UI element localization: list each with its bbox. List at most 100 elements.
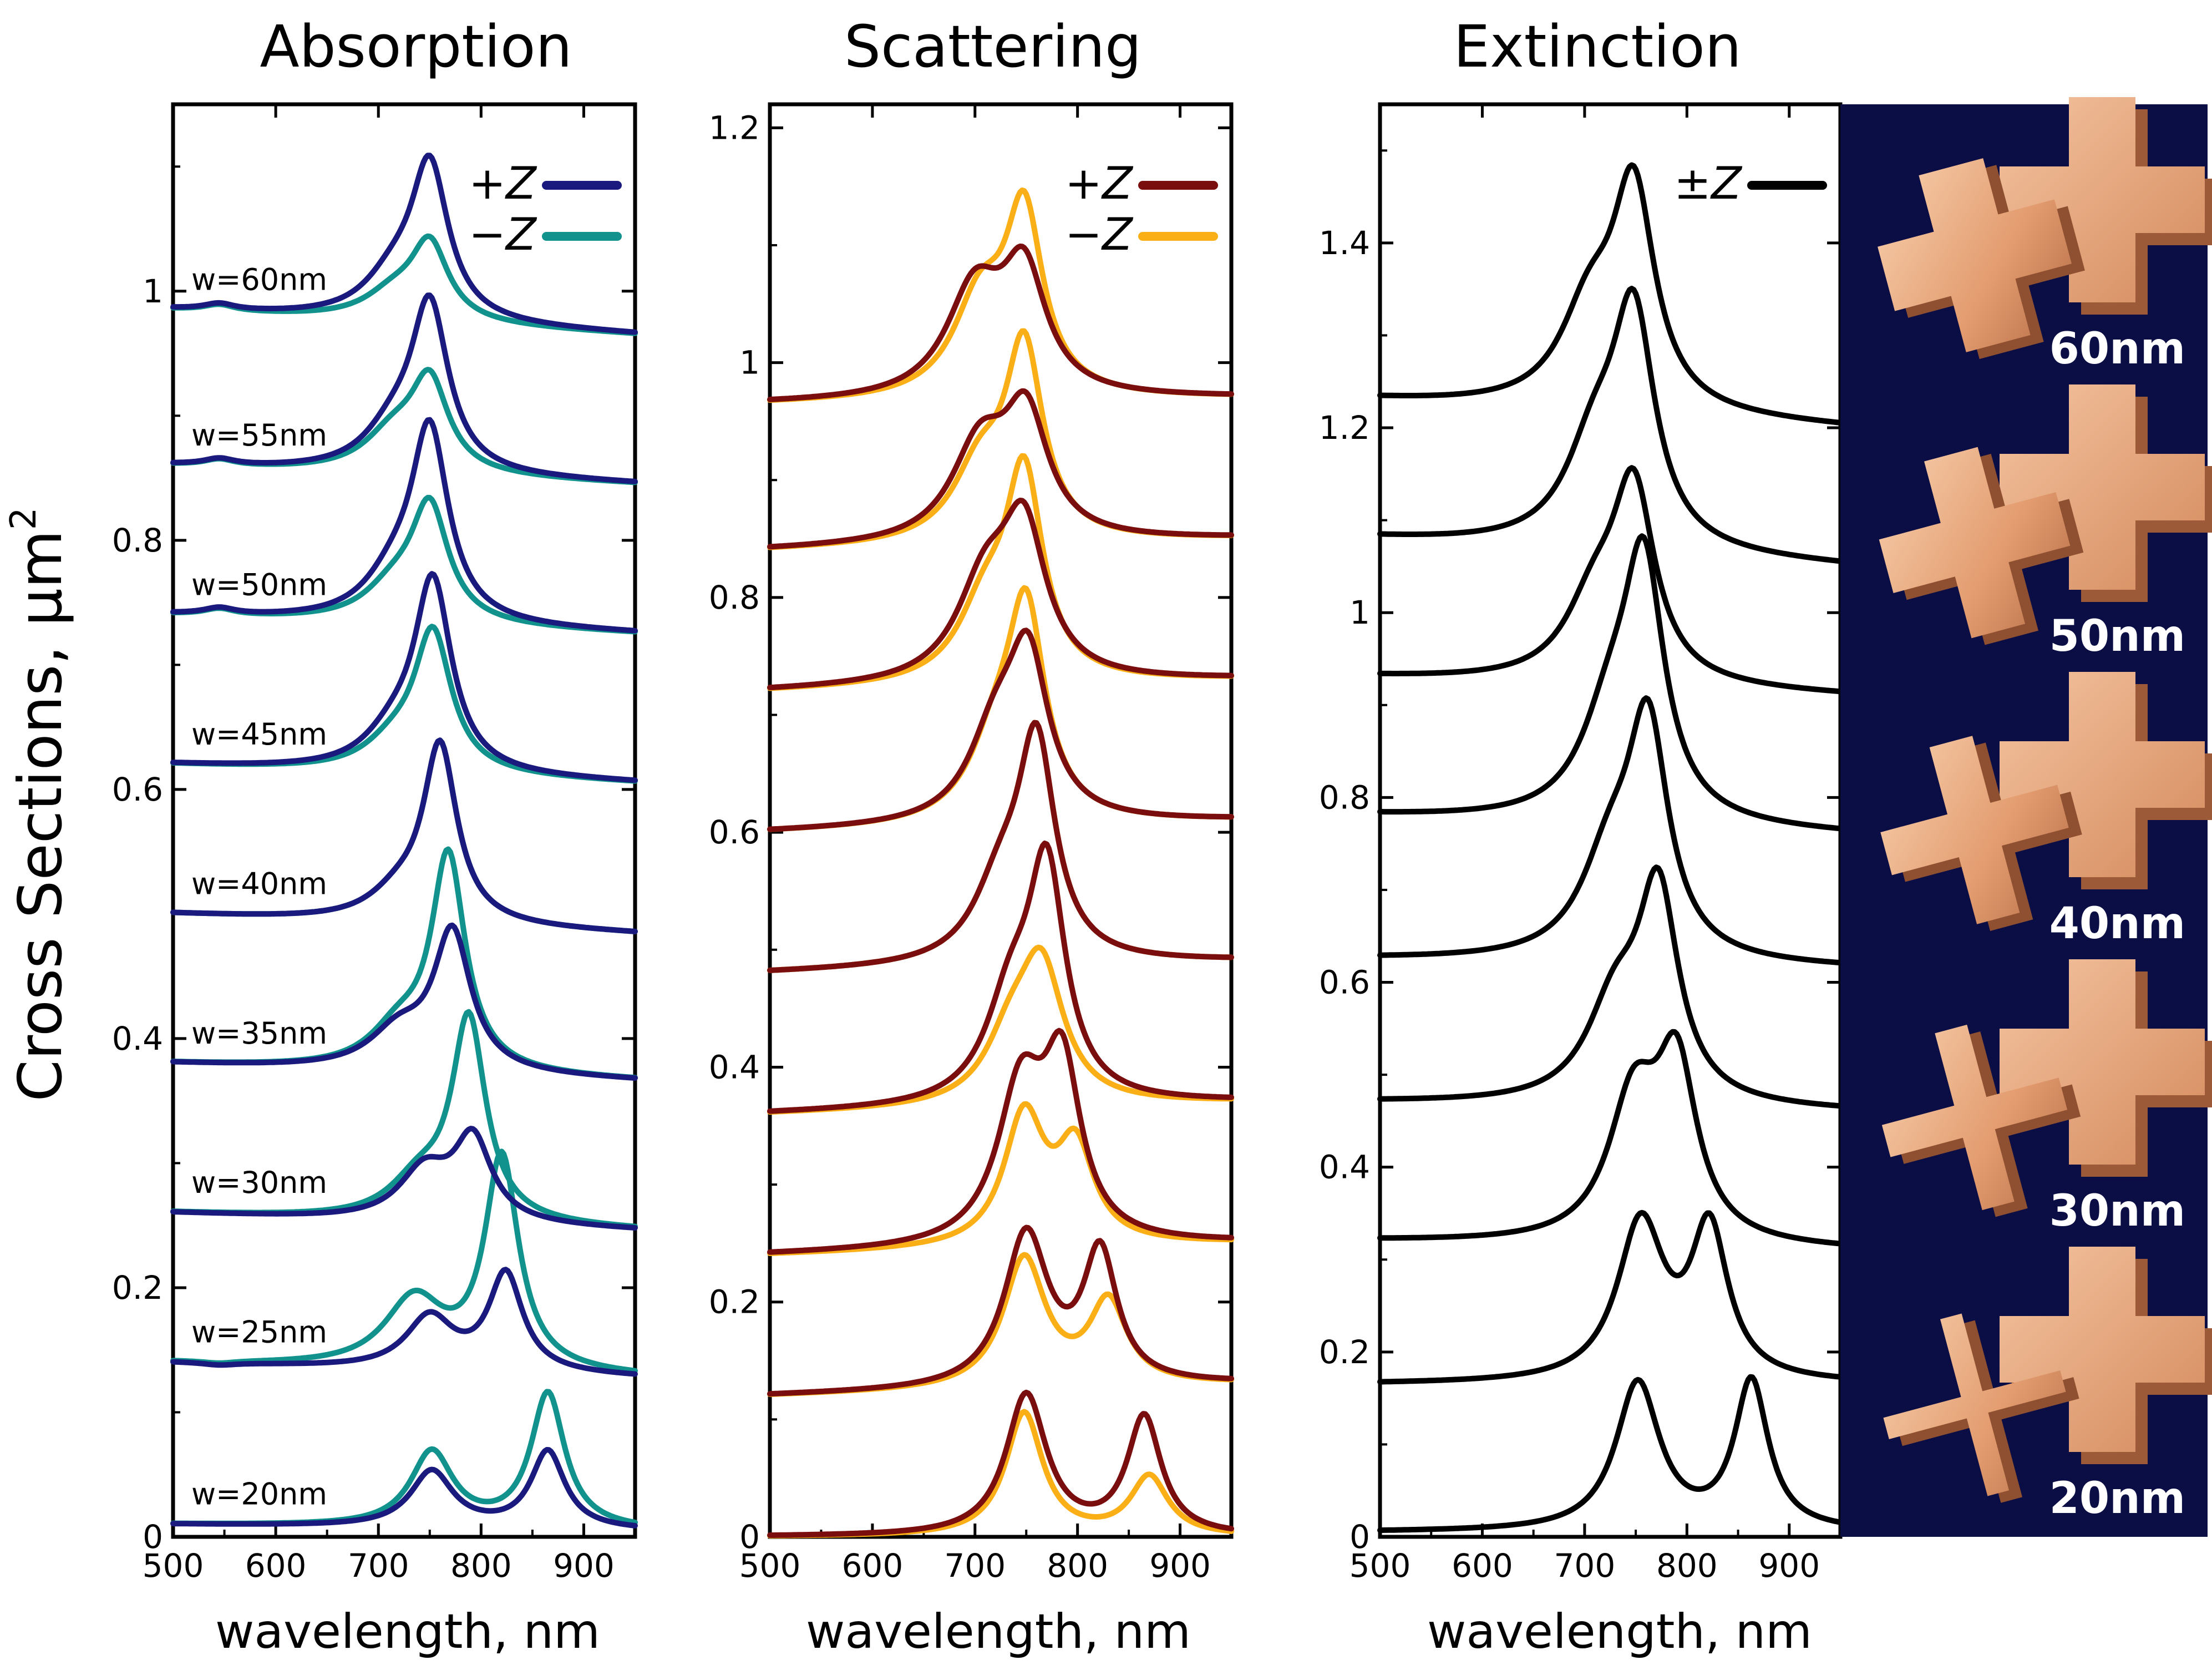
absorption-xtick-label: 900 [553,1547,615,1585]
extinction-ytick-label: 1.4 [1319,224,1370,262]
extinction-series-w-45nm [1377,533,1843,832]
absorption-series-w-45nm-z [170,571,638,783]
cross-nanoparticle-icon [2000,384,2205,590]
scattering-series-w-40nm-z [767,720,1234,973]
extinction-series-w-55nm [1377,286,1843,564]
cross-nanoparticle-icon [1881,1024,2068,1211]
particle-size-label: 40nm [2049,899,2185,949]
extinction-ytick-label: 0.6 [1319,964,1370,1001]
extinction-xtick-label: 600 [1452,1547,1513,1585]
scattering-axes-frame [768,102,1234,1539]
extinction-ytick-label: 0.4 [1319,1148,1370,1186]
absorption-series-w-55nm-z [170,292,638,484]
extinction-title: Extinction [1453,13,1741,80]
extinction-xtick-label: 900 [1758,1547,1820,1585]
scattering-series-w-60nm-z [767,187,1234,403]
curve-label: w=45nm [191,717,327,752]
absorption-xtick-label: 700 [348,1547,409,1585]
absorption-xtick-label: 800 [450,1547,512,1585]
y-axis-title-sup: 2 [3,507,44,530]
scattering-ytick-label: 0.2 [709,1283,760,1321]
scattering-legend-label: −Z [1065,209,1134,260]
curve-label: w=60nm [191,262,327,297]
extinction-series-w-40nm [1377,695,1843,966]
curve-label: w=55nm [191,418,327,453]
nanoparticle-image-panel: 60nm 50nm 40nm 30nm 20nm [1840,97,2212,1537]
cross-nanoparticle-icon [2000,959,2205,1165]
cross-nanoparticle-icon [1880,736,2069,924]
scattering-panel: Scattering 500 600 700 800 900 0 0.2 0.4 0.6 0.8 1… [709,13,1234,1659]
scattering-series-w-45nm-z [767,627,1234,832]
curve-label: w=20nm [191,1477,327,1512]
absorption-series-w-40nm-z [170,737,638,934]
cross-nanoparticle-icon [1883,1313,2066,1496]
cross-nanoparticle-icon [2000,97,2205,302]
absorption-series-w-60nm-z [170,153,638,335]
absorption-panel: Absorption 500 600 700 800 900 0 0.2 0.4 0.6 0.8 1… [112,13,638,1659]
absorption-series-w-40nm-z [170,737,638,934]
extinction-xlabel: wavelength, nm [1427,1604,1812,1659]
absorption-series-w-25nm-z [170,1267,638,1377]
extinction-plot-area: 500 600 700 800 900 0 0.2 0.4 0.6 0.8 1 1.2 1.4 ±Z [1319,102,1843,1585]
scattering-ytick-label: 1 [739,344,760,382]
absorption-xlabel: wavelength, nm [215,1604,600,1659]
curve-label: w=50nm [191,568,327,603]
absorption-series-w-45nm-z [170,624,638,784]
absorption-legend-label: −Z [469,209,537,260]
cross-nanoparticle-icon [1878,158,2072,352]
absorption-legend-label: +Z [469,158,537,209]
particle-size-label: 30nm [2049,1186,2185,1236]
absorption-series-w-35nm-z [170,922,638,1081]
extinction-legend-label: ±Z [1674,158,1743,209]
scattering-series-w-40nm-z [767,720,1234,973]
y-axis-title: Cross Sections, µm2 [3,507,75,1101]
extinction-series-w-60nm [1377,162,1843,426]
extinction-series-w-25nm [1377,1209,1843,1385]
scattering-xtick-label: 600 [842,1547,904,1585]
scattering-series-w-20nm-z [767,1389,1234,1538]
cross-nanoparticle-icon [1879,447,2071,639]
curve-label: w=35nm [191,1016,327,1051]
extinction-xtick-label: 800 [1656,1547,1718,1585]
absorption-plot-area: 500 600 700 800 900 0 0.2 0.4 0.6 0.8 1 w=20nm w=25n… [112,102,638,1585]
scattering-ytick-label: 1.2 [709,109,760,146]
absorption-ytick-label: 1 [143,272,163,310]
absorption-ytick-label: 0 [143,1518,163,1556]
absorption-ytick-label: 0.2 [112,1269,163,1307]
curve-label: w=30nm [191,1165,327,1200]
scattering-xlabel: wavelength, nm [806,1604,1191,1659]
extinction-series-w-30nm [1377,1029,1843,1247]
scattering-series-w-55nm-z [767,388,1234,550]
scattering-ytick-label: 0.6 [709,813,760,851]
absorption-ytick-label: 0.8 [112,522,163,559]
scattering-series-w-50nm-z [767,453,1234,691]
extinction-series-w-20nm [1377,1374,1843,1534]
extinction-xtick-label: 500 [1349,1547,1411,1585]
absorption-ytick-label: 0.6 [112,771,163,808]
extinction-series-w-35nm [1377,864,1843,1109]
scattering-series-w-50nm-z [767,498,1234,691]
scattering-ytick-label: 0.8 [709,579,760,616]
scattering-series-w-35nm-z [767,841,1234,1114]
absorption-xtick-label: 500 [143,1547,204,1585]
curve-label: w=25nm [191,1315,327,1350]
scattering-xtick-label: 900 [1149,1547,1211,1585]
y-axis-title-text: Cross Sections, µm [6,530,75,1101]
particles-group: 60nm 50nm 40nm 30nm 20nm [1878,97,2212,1524]
curve-label: w=40nm [191,866,327,901]
absorption-series-w-20nm-z [170,1447,638,1529]
absorption-xtick-label: 600 [245,1547,307,1585]
cross-nanoparticle-icon [2000,1247,2205,1452]
scattering-series-w-30nm-z [767,1028,1234,1255]
particle-size-label: 20nm [2049,1474,2185,1524]
scattering-xtick-label: 800 [1047,1547,1108,1585]
absorption-series-w-30nm-z [170,1126,638,1231]
scattering-xtick-label: 500 [739,1547,801,1585]
scattering-series-w-25nm-z [767,1224,1234,1397]
extinction-xtick-label: 700 [1554,1547,1616,1585]
absorption-ytick-label: 0.4 [112,1020,163,1057]
scattering-ytick-label: 0 [739,1518,760,1556]
extinction-ytick-label: 1.2 [1319,409,1370,447]
scattering-series-w-60nm-z [767,244,1234,402]
